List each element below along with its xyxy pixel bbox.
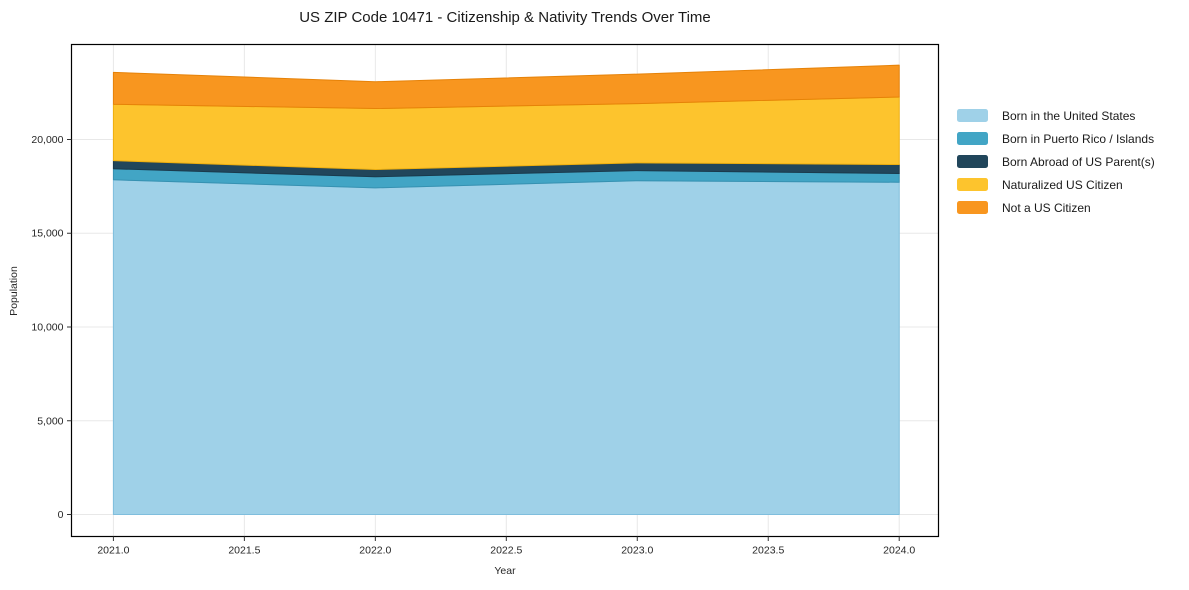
y-tick-label: 5,000 <box>37 415 63 427</box>
x-axis-label: Year <box>494 565 516 577</box>
legend-label: Born Abroad of US Parent(s) <box>1002 154 1155 169</box>
legend-item: Naturalized US Citizen <box>957 173 1155 196</box>
legend-swatch <box>957 132 988 145</box>
legend-label: Not a US Citizen <box>1002 200 1091 215</box>
legend: Born in the United States Born in Puerto … <box>957 104 1155 219</box>
legend-label: Born in Puerto Rico / Islands <box>1002 131 1155 146</box>
axis-ticks: 2021.0 2021.5 2022.0 2022.5 2023.0 2023.5 2024… <box>31 134 915 557</box>
legend-swatch <box>957 109 988 122</box>
area-series-group <box>112 64 900 516</box>
legend-label: Naturalized US Citizen <box>1002 177 1123 192</box>
y-tick-label: 10,000 <box>31 321 63 333</box>
y-tick-label: 15,000 <box>31 228 63 240</box>
x-tick-label: 2022.5 <box>490 545 522 557</box>
x-tick-label: 2022.0 <box>359 545 391 557</box>
area-1 <box>112 179 900 516</box>
y-tick-label: 20,000 <box>31 134 63 146</box>
legend-item: Not a US Citizen <box>957 196 1155 219</box>
area-5 <box>112 64 900 110</box>
legend-swatch <box>957 201 988 214</box>
y-tick-label: 0 <box>58 509 64 521</box>
legend-item: Born Abroad of US Parent(s) <box>957 150 1155 173</box>
legend-swatch <box>957 178 988 191</box>
x-tick-label: 2023.5 <box>752 545 784 557</box>
x-tick-label: 2024.0 <box>883 545 915 557</box>
area-4 <box>112 96 900 170</box>
chart-title: US ZIP Code 10471 - Citizenship & Nativi… <box>299 9 711 26</box>
legend-label: Born in the United States <box>1002 108 1136 123</box>
legend-item: Born in Puerto Rico / Islands <box>957 127 1155 150</box>
plot-border <box>70 43 940 538</box>
x-tick-label: 2023.0 <box>621 545 653 557</box>
x-tick-label: 2021.0 <box>97 545 129 557</box>
legend-item: Born in the United States <box>957 104 1155 127</box>
x-tick-label: 2021.5 <box>228 545 260 557</box>
legend-swatch <box>957 155 988 168</box>
